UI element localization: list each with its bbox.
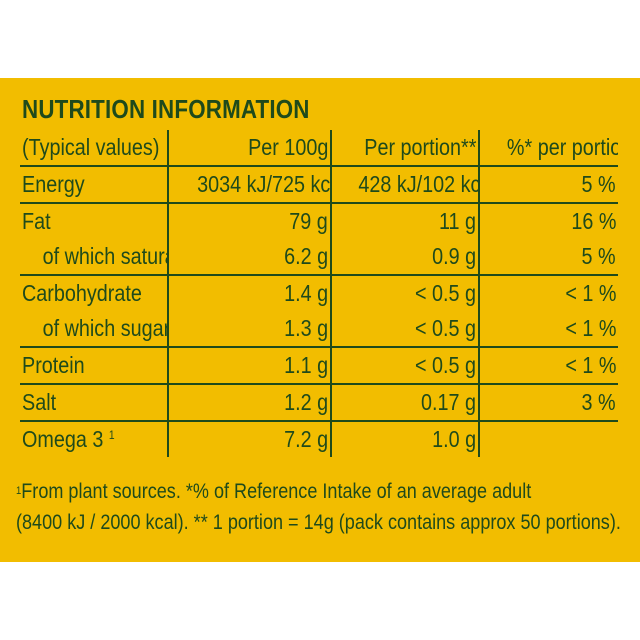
row-per-portion: 428 kJ/102 kcal xyxy=(330,166,479,204)
row-ri: < 1 % xyxy=(478,347,618,385)
row-per-100g: 7.2 g xyxy=(167,421,331,457)
row-per-100g: 79 g xyxy=(167,203,331,239)
header-typical-values: (Typical values) xyxy=(20,130,168,167)
row-per-100g: 1.3 g xyxy=(167,311,331,348)
row-per-100g: 6.2 g xyxy=(167,239,331,276)
row-ri xyxy=(478,421,618,457)
nutrition-panel: NUTRITION INFORMATION (Typical values) P… xyxy=(0,78,640,562)
row-ri: 5 % xyxy=(478,239,618,276)
row-label: of which sugars xyxy=(20,311,168,348)
row-label: Omega 3 1 xyxy=(22,426,115,452)
footnote-line-1: 1From plant sources. *% of Reference Int… xyxy=(16,480,532,503)
row-per-portion: 0.17 g xyxy=(330,384,479,422)
header-per-portion: Per portion** xyxy=(330,130,479,167)
footnote-marker: 1 xyxy=(16,485,22,497)
table-row: of which sugars 1.3 g < 0.5 g < 1 % xyxy=(20,311,618,348)
row-ri: 3 % xyxy=(478,384,618,422)
table-row: of which saturates 6.2 g 0.9 g 5 % xyxy=(20,239,618,276)
nutrition-title: NUTRITION INFORMATION xyxy=(22,94,310,124)
table-row: Salt 1.2 g 0.17 g 3 % xyxy=(20,384,618,422)
header-per-100g: Per 100g xyxy=(167,130,331,167)
row-per-portion: 1.0 g xyxy=(330,421,479,457)
row-ri: < 1 % xyxy=(478,275,618,311)
table-row: Energy 3034 kJ/725 kcal 428 kJ/102 kcal … xyxy=(20,166,618,204)
row-per-100g: 3034 kJ/725 kcal xyxy=(167,166,331,204)
row-per-portion: < 0.5 g xyxy=(330,311,479,348)
table-row: Omega 3 1 7.2 g 1.0 g xyxy=(20,421,618,457)
row-per-100g: 1.2 g xyxy=(167,384,331,422)
row-label: Fat xyxy=(22,208,51,234)
row-label: of which saturates xyxy=(20,239,168,276)
row-per-portion: < 0.5 g xyxy=(330,275,479,311)
footnote-marker: 1 xyxy=(108,428,115,442)
row-per-portion: 0.9 g xyxy=(330,239,479,276)
table-row: Fat 79 g 11 g 16 % xyxy=(20,203,618,239)
row-per-100g: 1.1 g xyxy=(167,347,331,385)
row-label: Energy xyxy=(20,166,168,204)
table-header-row: (Typical values) Per 100g Per portion** … xyxy=(20,130,618,167)
nutrition-table: (Typical values) Per 100g Per portion** … xyxy=(20,130,618,457)
header-ri-per-portion: %* per portion** xyxy=(478,130,618,167)
footnote: 1From plant sources. *% of Reference Int… xyxy=(16,476,621,538)
row-label: Salt xyxy=(20,384,168,422)
row-ri: 16 % xyxy=(478,203,618,239)
row-per-portion: 11 g xyxy=(330,203,479,239)
row-per-100g: 1.4 g xyxy=(167,275,331,311)
row-ri: < 1 % xyxy=(478,311,618,348)
row-per-portion: < 0.5 g xyxy=(330,347,479,385)
row-label: Protein xyxy=(20,347,168,385)
row-ri: 5 % xyxy=(478,166,618,204)
table-row: Protein 1.1 g < 0.5 g < 1 % xyxy=(20,347,618,385)
footnote-line-2: (8400 kJ / 2000 kcal). ** 1 portion = 14… xyxy=(16,511,621,534)
table-row: Carbohydrate 1.4 g < 0.5 g < 1 % xyxy=(20,275,618,311)
row-label: Carbohydrate xyxy=(22,280,142,306)
